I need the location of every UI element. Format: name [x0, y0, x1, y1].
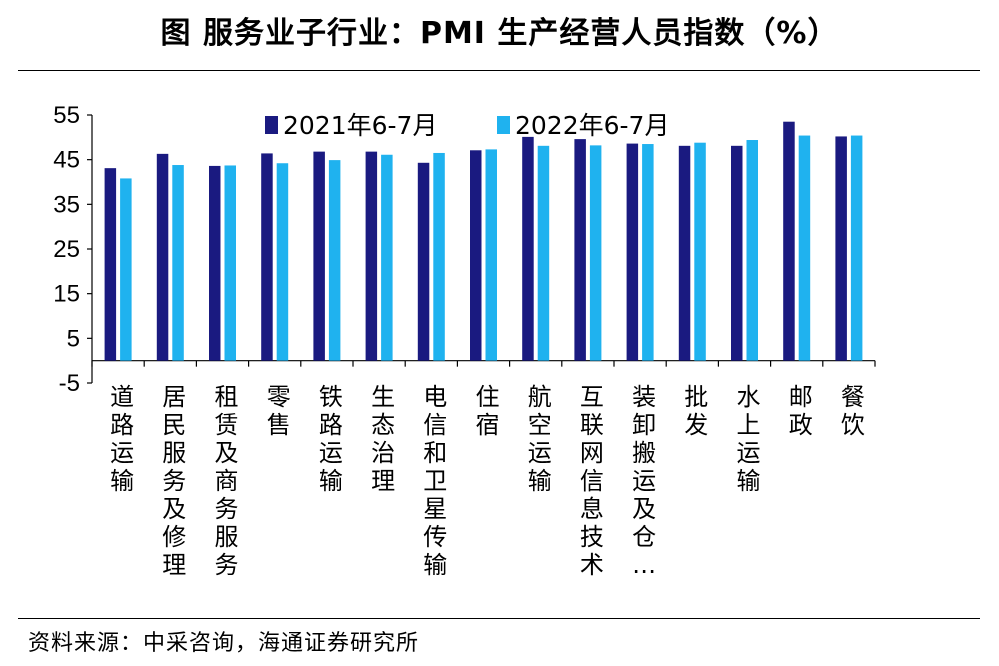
title-divider	[18, 70, 980, 71]
bar-2021-5	[313, 151, 325, 361]
x-category-label: 装卸搬运及仓…	[632, 383, 656, 579]
legend-label-2022: 2022年6-7月	[515, 111, 669, 140]
bar-2022-12	[694, 142, 706, 361]
bar-2022-3	[224, 165, 236, 361]
x-category-label: 租赁及商务服务	[215, 383, 239, 579]
bar-2022-6	[381, 154, 393, 361]
bar-2022-7	[433, 152, 445, 361]
bar-2022-1	[120, 178, 132, 361]
legend-swatch-2022	[497, 116, 510, 134]
bar-2021-15	[835, 136, 847, 361]
bar-2022-15	[850, 135, 863, 361]
x-category-label: 航空运输	[528, 383, 552, 495]
legend-swatch-2021	[265, 116, 278, 134]
x-category-label: 电信和卫星传输	[423, 383, 447, 579]
bar-2021-4	[261, 153, 273, 361]
x-category-label: 道路运输	[110, 383, 134, 495]
bar-2021-11	[626, 143, 639, 361]
bar-2022-13	[746, 140, 758, 361]
x-category-label: 零售	[267, 383, 291, 439]
bar-2021-7	[417, 162, 430, 361]
y-tick-label: 55	[53, 102, 80, 129]
bar-2021-13	[731, 145, 743, 361]
x-category-label: 餐饮	[841, 383, 865, 439]
bar-2021-1	[104, 168, 117, 361]
bar-2022-9	[537, 145, 550, 361]
x-category-label: 铁路运输	[319, 383, 343, 495]
footer-divider	[18, 618, 980, 619]
bar-2022-11	[642, 144, 654, 361]
y-tick-label: 35	[53, 191, 80, 218]
bar-2021-9	[522, 136, 534, 361]
y-tick-label: 45	[53, 147, 80, 174]
bar-2022-5	[328, 160, 341, 361]
x-category-label: 水上运输	[737, 383, 761, 495]
y-tick-label: 15	[53, 281, 80, 308]
bar-2022-4	[276, 163, 289, 361]
bar-2022-2	[172, 165, 184, 361]
y-tick-label: 25	[53, 236, 80, 263]
source-note: 资料来源：中采咨询，海通证券研究所	[28, 631, 420, 656]
y-tick-label: 5	[67, 325, 80, 352]
bar-2021-14	[783, 121, 795, 361]
legend-label-2021: 2021年6-7月	[283, 111, 437, 140]
bar-2021-12	[678, 145, 691, 361]
bar-2022-14	[798, 135, 811, 361]
chart-title: 图 服务业子行业：PMI 生产经营人员指数（%）	[160, 16, 839, 51]
x-category-label: 生态治理	[371, 383, 395, 495]
x-category-label: 批发	[684, 383, 708, 439]
bar-2022-10	[589, 145, 602, 361]
bar-2021-10	[574, 139, 586, 361]
bar-2021-2	[156, 153, 169, 361]
x-category-label: 居民服务及修理	[162, 383, 186, 579]
x-category-label: 邮政	[789, 383, 813, 439]
bar-2022-8	[485, 149, 497, 361]
bar-2021-8	[470, 150, 482, 361]
y-tick-label: -5	[59, 370, 80, 397]
x-category-label: 互联网信息技术	[580, 383, 604, 579]
bar-2021-6	[365, 151, 378, 361]
bar-2021-3	[209, 165, 221, 361]
x-category-label: 住宿	[476, 383, 500, 439]
